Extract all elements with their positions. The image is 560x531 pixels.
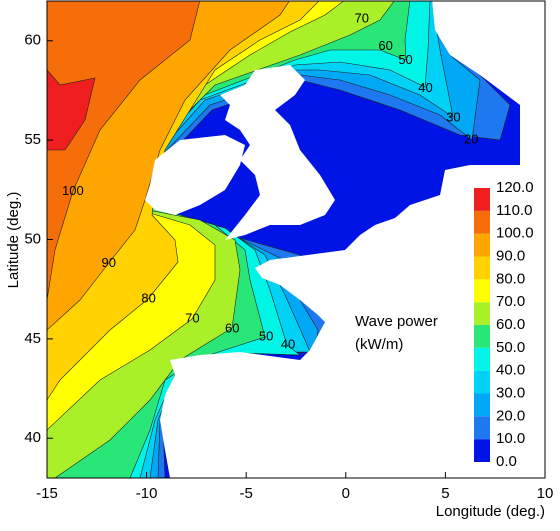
legend-label: 40.0 [496,362,525,379]
contour-label: 100 [62,183,84,198]
contour-label: 40 [281,336,295,351]
legend-swatch [474,416,490,440]
legend-label: 80.0 [496,270,525,287]
land-ireland [145,135,245,215]
contour-label: 90 [102,255,116,270]
legend-label: 90.0 [496,247,525,264]
legend-label: 30.0 [496,384,525,401]
y-tick-label: 60 [24,32,41,49]
contour-label: 60 [225,320,239,335]
legend-label: 20.0 [496,407,525,424]
x-tick-label: 10 [537,485,554,502]
contour-label: 40 [418,80,432,95]
legend-swatch [474,279,490,303]
legend-swatch [474,370,490,394]
legend-swatch [474,210,490,234]
x-tick-label: 0 [342,485,350,502]
colorbar-title: Wave power [355,313,438,330]
legend-swatch [474,347,490,371]
legend-swatch [474,256,490,280]
x-tick-label: 5 [441,485,449,502]
x-axis-label: Longitude (deg.) [436,503,545,520]
y-axis-label: Latitude (deg.) [5,192,22,289]
legend-label: 70.0 [496,293,525,310]
colorbar-title: (kW/m) [355,336,403,353]
legend-label: 50.0 [496,339,525,356]
legend-swatch [474,325,490,348]
contour-label: 80 [141,291,155,306]
legend-swatch [474,302,490,325]
legend-swatch [474,439,490,462]
legend-swatch [474,233,490,257]
plot-area [47,1,545,478]
y-tick-label: 45 [24,330,41,347]
contour-band [47,69,96,151]
legend-swatch [474,393,490,417]
land-continent [160,1,545,478]
y-tick-label: 50 [24,230,41,247]
legend-label: 110.0 [496,202,532,219]
contour-label: 60 [378,38,392,53]
contour-label: 50 [398,52,412,67]
contour-label: 50 [259,328,273,343]
legend-label: 0.0 [496,453,517,470]
x-tick-label: -10 [136,485,158,502]
legend-label: 120.0 [496,179,534,196]
contour-label: 70 [185,310,199,325]
y-tick-label: 55 [24,131,41,148]
x-tick-label: -15 [36,485,58,502]
contour-band [47,1,201,301]
x-tick-label: -5 [240,485,253,502]
land-britain [220,65,335,240]
legend-label: 10.0 [496,430,525,447]
contour-label: 30 [446,110,460,125]
y-tick-label: 40 [24,429,41,446]
legend-swatch [474,188,490,211]
legend-label: 100.0 [496,225,534,242]
legend-label: 60.0 [496,316,525,333]
contour-label: 20 [464,132,478,147]
contour-label: 70 [355,10,369,25]
